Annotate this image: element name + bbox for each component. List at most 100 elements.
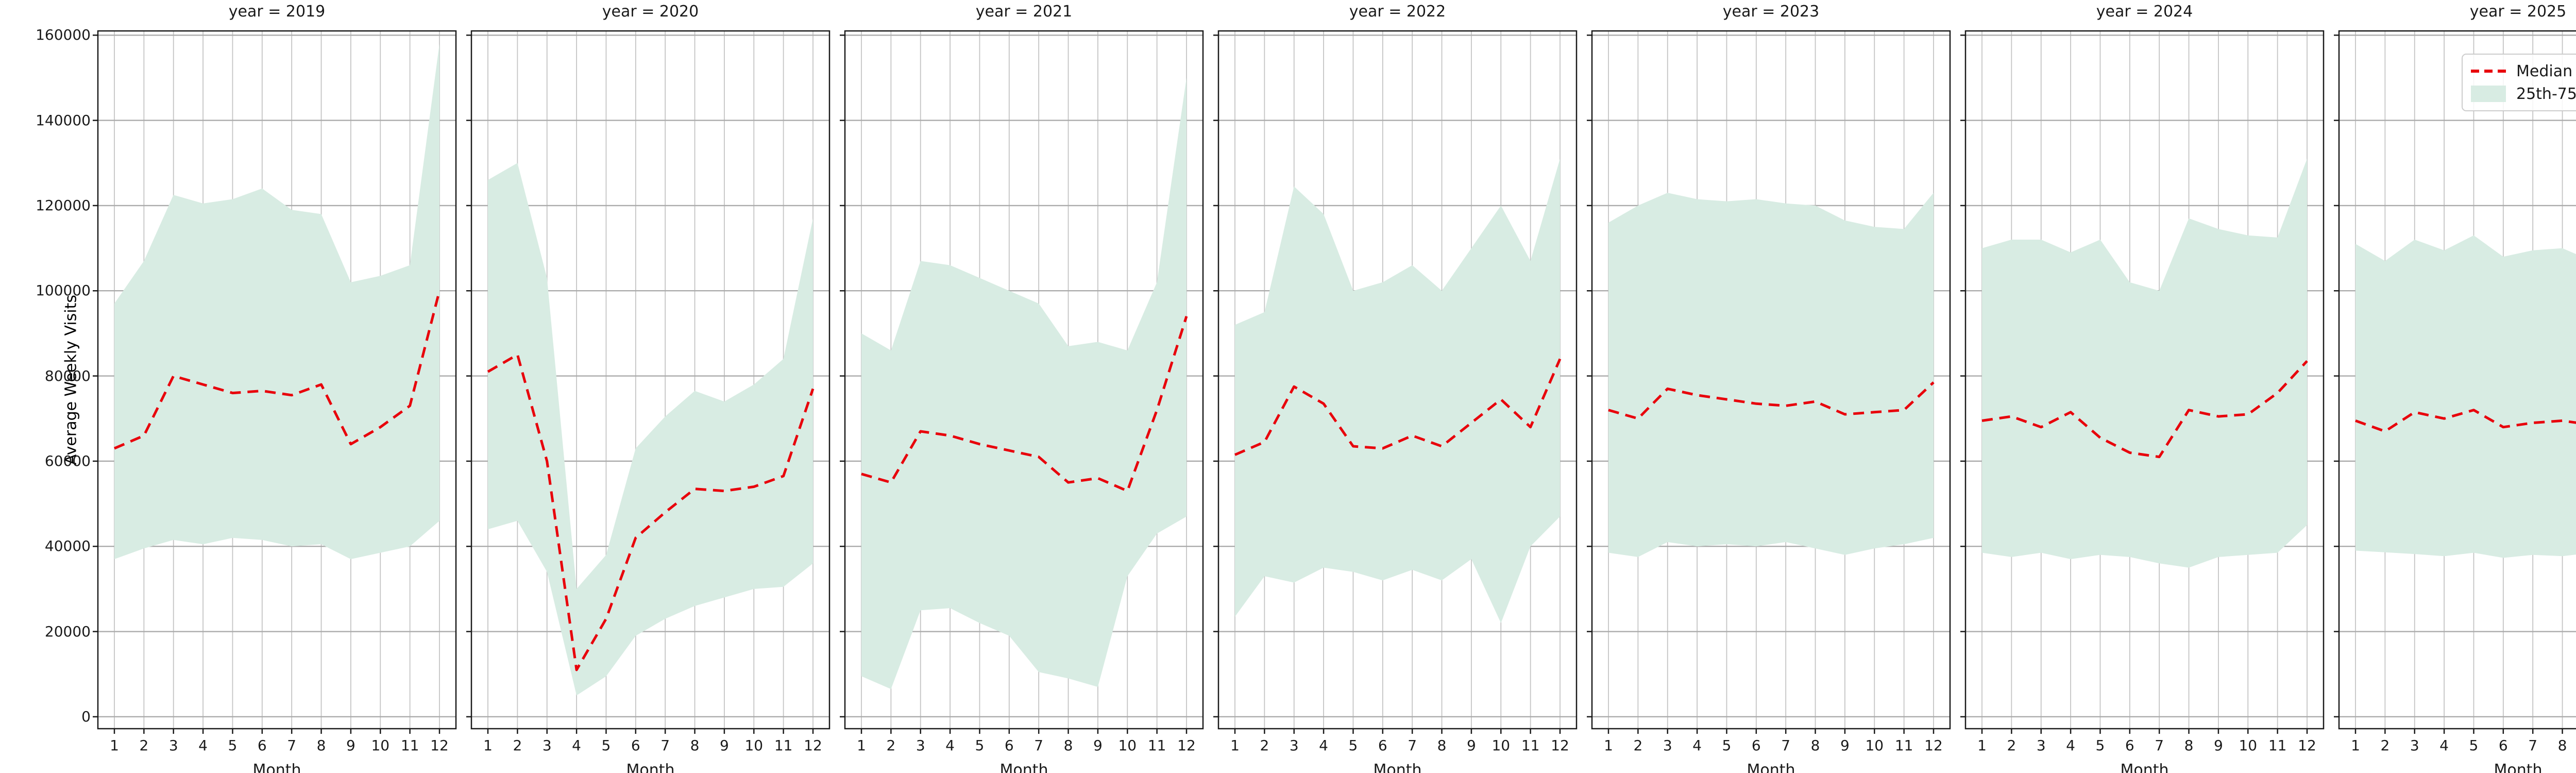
facet-title: year = 2020 (602, 3, 699, 21)
x-tick-label: 7 (2528, 737, 2537, 754)
x-tick-label: 1 (1977, 737, 1987, 754)
percentile-band (1982, 159, 2307, 568)
x-axis-title: Month (999, 761, 1048, 773)
x-tick-label: 8 (2184, 737, 2194, 754)
x-tick-label: 10 (1865, 737, 1884, 754)
x-axis-title: Month (2120, 761, 2168, 773)
median-line (1981, 360, 2308, 459)
x-tick-label: 10 (1118, 737, 1137, 754)
x-tick-label: 11 (1895, 737, 1913, 754)
facet-title: year = 2019 (229, 3, 326, 21)
y-tick-label: 60000 (44, 452, 91, 469)
x-tick-label: 6 (631, 737, 640, 754)
y-tick-label: 0 (81, 708, 91, 725)
x-tick-label: 1 (857, 737, 866, 754)
x-tick-label: 2 (139, 737, 148, 754)
x-tick-label: 3 (2410, 737, 2419, 754)
y-tick-label: 160000 (36, 26, 91, 44)
percentile-band (488, 163, 813, 696)
x-tick-label: 6 (1378, 737, 1387, 754)
x-tick-label: 1 (483, 737, 493, 754)
x-tick-label: 4 (1319, 737, 1328, 754)
x-tick-label: 10 (2239, 737, 2257, 754)
x-axis-title: Month (1373, 761, 1421, 773)
y-tick-label: 40000 (44, 537, 91, 555)
x-tick-label: 10 (371, 737, 389, 754)
facet-title: year = 2024 (2096, 3, 2193, 21)
x-tick-label: 12 (1177, 737, 1196, 754)
median-line (487, 353, 815, 671)
x-tick-label: 9 (1467, 737, 1476, 754)
legend-item-band: 25th-75th Percentile (2471, 85, 2576, 103)
x-tick-label: 7 (1034, 737, 1043, 754)
percentile-band (2355, 235, 2576, 558)
x-tick-label: 4 (2439, 737, 2449, 754)
x-tick-label: 7 (287, 737, 296, 754)
x-tick-label: 5 (1349, 737, 1358, 754)
median-line (2355, 409, 2576, 433)
x-tick-label: 5 (228, 737, 238, 754)
x-tick-label: 3 (543, 737, 552, 754)
x-tick-label: 11 (1521, 737, 1540, 754)
y-tick-label: 80000 (44, 367, 91, 384)
x-tick-label: 2 (1633, 737, 1642, 754)
axes-spines (2338, 30, 2576, 730)
percentile-band (1608, 193, 1934, 557)
x-tick-label: 3 (916, 737, 925, 754)
x-tick-label: 4 (198, 737, 208, 754)
y-tick-label: 120000 (36, 196, 91, 214)
facet-title: year = 2025 (2470, 3, 2567, 21)
percentile-band (1235, 159, 1560, 623)
facet-title: year = 2022 (1349, 3, 1446, 21)
x-tick-label: 2 (513, 737, 522, 754)
x-tick-label: 9 (346, 737, 355, 754)
x-tick-label: 4 (945, 737, 955, 754)
x-tick-label: 9 (1093, 737, 1103, 754)
x-tick-label: 8 (317, 737, 326, 754)
x-tick-label: 8 (1064, 737, 1073, 754)
percentile-band-swatch (2471, 86, 2506, 102)
x-tick-label: 3 (169, 737, 178, 754)
x-tick-label: 9 (720, 737, 729, 754)
x-tick-label: 7 (1408, 737, 1417, 754)
x-tick-label: 1 (1604, 737, 1613, 754)
x-tick-label: 12 (1924, 737, 1943, 754)
facet-title: year = 2021 (976, 3, 1073, 21)
x-tick-label: 8 (1811, 737, 1820, 754)
x-tick-label: 6 (2499, 737, 2508, 754)
axes-spines (97, 30, 457, 730)
x-tick-label: 2 (2380, 737, 2389, 754)
x-tick-label: 3 (2037, 737, 2046, 754)
median-line (1234, 358, 1562, 456)
x-axis-title: Month (1747, 761, 1795, 773)
median-line (1608, 381, 1935, 420)
x-tick-label: 5 (975, 737, 985, 754)
x-tick-label: 8 (2558, 737, 2567, 754)
median-line-sample (2471, 70, 2506, 73)
axes-spines (1591, 30, 1951, 730)
x-tick-label: 12 (430, 737, 449, 754)
x-tick-label: 3 (1663, 737, 1672, 754)
x-tick-label: 8 (690, 737, 700, 754)
x-tick-label: 6 (258, 737, 267, 754)
x-axis-title: Month (2494, 761, 2542, 773)
x-tick-label: 12 (1551, 737, 1569, 754)
x-tick-label: 9 (1840, 737, 1850, 754)
x-tick-label: 9 (2214, 737, 2223, 754)
median-line (861, 316, 1188, 493)
x-tick-label: 7 (2155, 737, 2164, 754)
x-tick-label: 7 (1781, 737, 1790, 754)
x-tick-label: 8 (1437, 737, 1447, 754)
x-tick-label: 5 (2096, 737, 2105, 754)
x-tick-label: 6 (2125, 737, 2134, 754)
x-tick-label: 2 (1260, 737, 1269, 754)
x-tick-label: 6 (1752, 737, 1761, 754)
x-tick-label: 11 (774, 737, 793, 754)
x-tick-label: 1 (1230, 737, 1240, 754)
x-tick-label: 11 (1148, 737, 1166, 754)
